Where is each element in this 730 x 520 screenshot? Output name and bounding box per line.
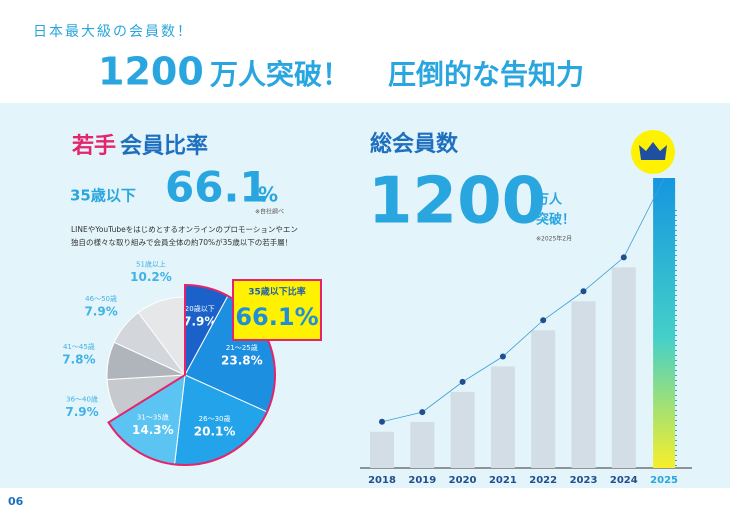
title-tail: 圧倒的な告知力 (388, 58, 584, 91)
right-title: 総会員数 (370, 131, 459, 157)
slice-value: 7.9% (84, 305, 117, 319)
page-number: 06 (8, 495, 24, 508)
title-rest: 万人突破！ (210, 58, 350, 91)
lead-label: 35歳以下 (70, 187, 136, 205)
trend-line (381, 177, 665, 423)
left-title-a: 若手 (72, 133, 116, 159)
slice-category: 46〜50歳 (85, 294, 117, 303)
lead-value: 66.1 (165, 163, 269, 212)
slice-value: 10.2% (130, 270, 172, 284)
trend-dot (419, 409, 426, 416)
lead-unit: % (258, 183, 278, 207)
bar (571, 301, 596, 468)
slice-category: 26〜30歳 (199, 414, 231, 423)
x-tick-label: 2020 (449, 475, 477, 486)
trend-dot (379, 418, 385, 425)
x-tick-label: 2024 (610, 475, 638, 486)
x-tick-label: 2022 (529, 475, 557, 486)
bar-chart: 2018 2019 2020 2021 2022 2023 2024 2025 (360, 177, 692, 486)
crown (639, 142, 667, 160)
eyebrow: 日本最大級の会員数！ (33, 24, 193, 40)
bar (450, 391, 475, 468)
x-tick-label: 2018 (368, 475, 396, 486)
slice-category: 51歳以上 (136, 260, 166, 269)
x-tick-label: 2021 (489, 475, 517, 486)
x-tick-label: 2025 (650, 475, 678, 486)
pie-chart: 20歳以下7.9%21〜25歳23.8%26〜30歳20.1%31〜35歳14.… (62, 260, 276, 466)
slice-category: 31〜35歳 (137, 413, 169, 422)
slice-value: 20.1% (194, 425, 236, 439)
desc: LINEやYouTubeをはじめとするオンラインのプロモーションやエン (71, 225, 298, 234)
trend-dot (620, 254, 627, 261)
slice-value: 7.9% (65, 405, 98, 419)
right-unit: 突破！ (536, 212, 575, 228)
lead-note: ※自社調べ (255, 208, 284, 216)
bar (490, 366, 515, 468)
slice-category: 41〜45歳 (63, 342, 95, 351)
trend-dot (499, 353, 506, 360)
slice-category: 36〜40歳 (66, 395, 98, 404)
callout-label: 35歳以下比率 (248, 286, 306, 298)
trend-dot (580, 288, 587, 295)
bar (410, 422, 435, 468)
right-big: 1200 (368, 165, 546, 239)
x-tick-label: 2023 (570, 475, 598, 486)
right-note: ※2025年2月 (536, 235, 572, 243)
slice-category: 20歳以下 (185, 304, 215, 313)
slice-value: 7.9% (183, 314, 216, 328)
trend-dot (540, 317, 547, 324)
left-title-b: 会員比率 (120, 133, 208, 159)
trend-dot (459, 378, 466, 385)
x-tick-label: 2019 (408, 475, 436, 486)
title-number: 1200 (98, 50, 204, 94)
slice-value: 23.8% (221, 353, 263, 367)
bar (611, 267, 636, 468)
right-unit: 万人 (535, 192, 563, 208)
bar (653, 178, 676, 468)
desc: 独自の様々な取り組みで会員全体の約70%が35歳以下の若手層！ (71, 237, 292, 247)
callout (232, 279, 322, 341)
callout-value: 66.1% (235, 303, 318, 331)
slice-value: 14.3% (132, 423, 174, 437)
slice-category: 21〜25歳 (226, 343, 258, 352)
bar (531, 330, 556, 468)
bar (370, 431, 394, 468)
slice-value: 7.8% (62, 352, 95, 366)
